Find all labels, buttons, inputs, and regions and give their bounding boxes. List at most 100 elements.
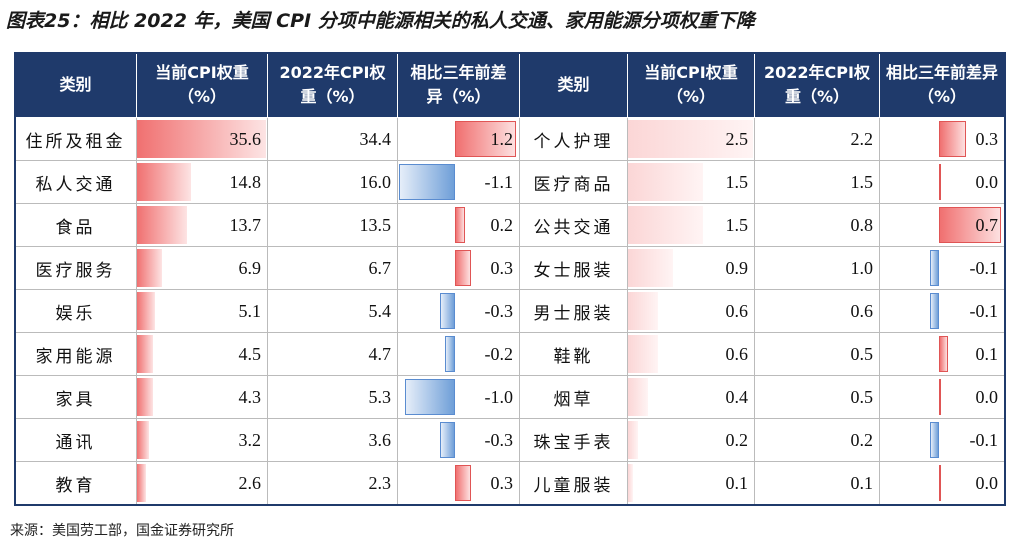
category-cell: 住所及租金 xyxy=(15,118,137,161)
value-cell: 3.2 xyxy=(137,419,268,462)
value-cell: 0.6 xyxy=(628,290,755,333)
category-cell: 家用能源 xyxy=(15,333,137,376)
category-cell: 鞋靴 xyxy=(520,333,628,376)
diff-bar xyxy=(938,121,966,157)
value-cell: 0.4 xyxy=(628,376,755,419)
value-cell: 13.5 xyxy=(268,204,398,247)
cell-text: 1.0 xyxy=(850,257,874,278)
header-cell: 类别 xyxy=(15,53,137,118)
cell-text: 0.2 xyxy=(725,429,749,450)
diff-bar xyxy=(440,422,456,458)
value-cell: 6.7 xyxy=(268,247,398,290)
header-cell: 类别 xyxy=(520,53,628,118)
value-cell: 1.2 xyxy=(398,118,520,161)
diff-bar xyxy=(455,465,471,501)
cell-text: 1.5 xyxy=(725,171,749,192)
cell-text: 医疗服务 xyxy=(35,260,116,281)
data-bar xyxy=(137,464,147,502)
data-bar xyxy=(137,206,187,244)
category-cell: 食品 xyxy=(15,204,137,247)
category-cell: 儿童服装 xyxy=(520,462,628,505)
data-bar xyxy=(628,421,638,459)
cell-text: 2.6 xyxy=(238,472,262,493)
value-cell: 1.5 xyxy=(628,161,755,204)
cell-text: 5.1 xyxy=(238,300,262,321)
value-cell: -0.2 xyxy=(398,333,520,376)
cell-text: 14.8 xyxy=(229,171,262,192)
cell-text: 0.0 xyxy=(975,472,999,493)
cell-text: 1.5 xyxy=(725,214,749,235)
diff-bar xyxy=(399,164,456,200)
cell-text: 4.3 xyxy=(238,386,262,407)
value-cell: 2.5 xyxy=(628,118,755,161)
title: 图表25：相比 2022 年，美国 CPI 分项中能源相关的私人交通、家用能源分… xyxy=(6,10,755,32)
value-cell: 35.6 xyxy=(137,118,268,161)
category-cell: 私人交通 xyxy=(15,161,137,204)
diff-bar xyxy=(938,336,948,372)
cell-text: 0.2 xyxy=(850,429,874,450)
cell-text: 0.6 xyxy=(725,343,749,364)
category-cell: 男士服装 xyxy=(520,290,628,333)
data-bar xyxy=(628,378,648,416)
cell-text: 13.5 xyxy=(359,214,392,235)
cell-text: 食品 xyxy=(55,217,96,238)
category-cell: 个人护理 xyxy=(520,118,628,161)
cell-text: 0.3 xyxy=(975,128,999,149)
cell-text: 1.5 xyxy=(850,171,874,192)
cell-text: 私人交通 xyxy=(35,174,116,195)
category-cell: 珠宝手表 xyxy=(520,419,628,462)
source: 来源：美国劳工部，国金证券研究所 xyxy=(10,523,234,539)
cell-text: -0.1 xyxy=(969,300,999,321)
cell-text: 5.3 xyxy=(368,386,392,407)
value-cell: -0.1 xyxy=(880,247,1005,290)
cell-text: -0.2 xyxy=(484,343,514,364)
value-cell: 0.5 xyxy=(755,333,880,376)
cell-text: 儿童服装 xyxy=(533,475,614,496)
category-cell: 医疗服务 xyxy=(15,247,137,290)
cell-text: 1.2 xyxy=(490,128,514,149)
cell-text: 0.0 xyxy=(975,386,999,407)
value-cell: 1.0 xyxy=(755,247,880,290)
cell-text: 16.0 xyxy=(359,171,392,192)
value-cell: 0.1 xyxy=(755,462,880,505)
cell-text: 0.6 xyxy=(850,300,874,321)
value-cell: 0.0 xyxy=(880,462,1005,505)
header-cell: 当前CPI权重（%） xyxy=(137,53,268,118)
diff-bar xyxy=(445,336,456,372)
cell-text: 3.6 xyxy=(368,429,392,450)
diff-bar xyxy=(929,250,939,286)
header-cell: 相比三年前差异（%） xyxy=(398,53,520,118)
cell-text: 6.7 xyxy=(368,257,392,278)
data-bar xyxy=(137,292,156,330)
cell-text: 个人护理 xyxy=(533,131,614,152)
cell-text: 家具 xyxy=(55,389,96,410)
value-cell: 0.3 xyxy=(398,247,520,290)
value-cell: 2.3 xyxy=(268,462,398,505)
category-cell: 公共交通 xyxy=(520,204,628,247)
value-cell: 4.7 xyxy=(268,333,398,376)
value-cell: 0.5 xyxy=(755,376,880,419)
value-cell: 2.2 xyxy=(755,118,880,161)
header-cell: 2022年CPI权重（%） xyxy=(755,53,880,118)
data-bar xyxy=(628,206,703,244)
category-cell: 娱乐 xyxy=(15,290,137,333)
value-cell: 0.2 xyxy=(628,419,755,462)
value-cell: 0.9 xyxy=(628,247,755,290)
cell-text: 13.7 xyxy=(229,214,262,235)
cell-text: 4.7 xyxy=(368,343,392,364)
cell-text: 2.2 xyxy=(850,128,874,149)
cell-text: 0.1 xyxy=(725,472,749,493)
category-cell: 教育 xyxy=(15,462,137,505)
data-bar xyxy=(137,249,162,287)
value-cell: 0.6 xyxy=(628,333,755,376)
cell-text: -0.3 xyxy=(484,429,514,450)
value-cell: 0.2 xyxy=(755,419,880,462)
cell-text: 0.0 xyxy=(975,171,999,192)
cell-text: 34.4 xyxy=(359,128,392,149)
cell-text: 0.3 xyxy=(490,472,514,493)
cell-text: 0.5 xyxy=(850,343,874,364)
cell-text: 0.7 xyxy=(975,214,999,235)
cell-text: 0.3 xyxy=(490,257,514,278)
cell-text: 0.1 xyxy=(975,343,999,364)
diff-bar xyxy=(404,379,456,415)
